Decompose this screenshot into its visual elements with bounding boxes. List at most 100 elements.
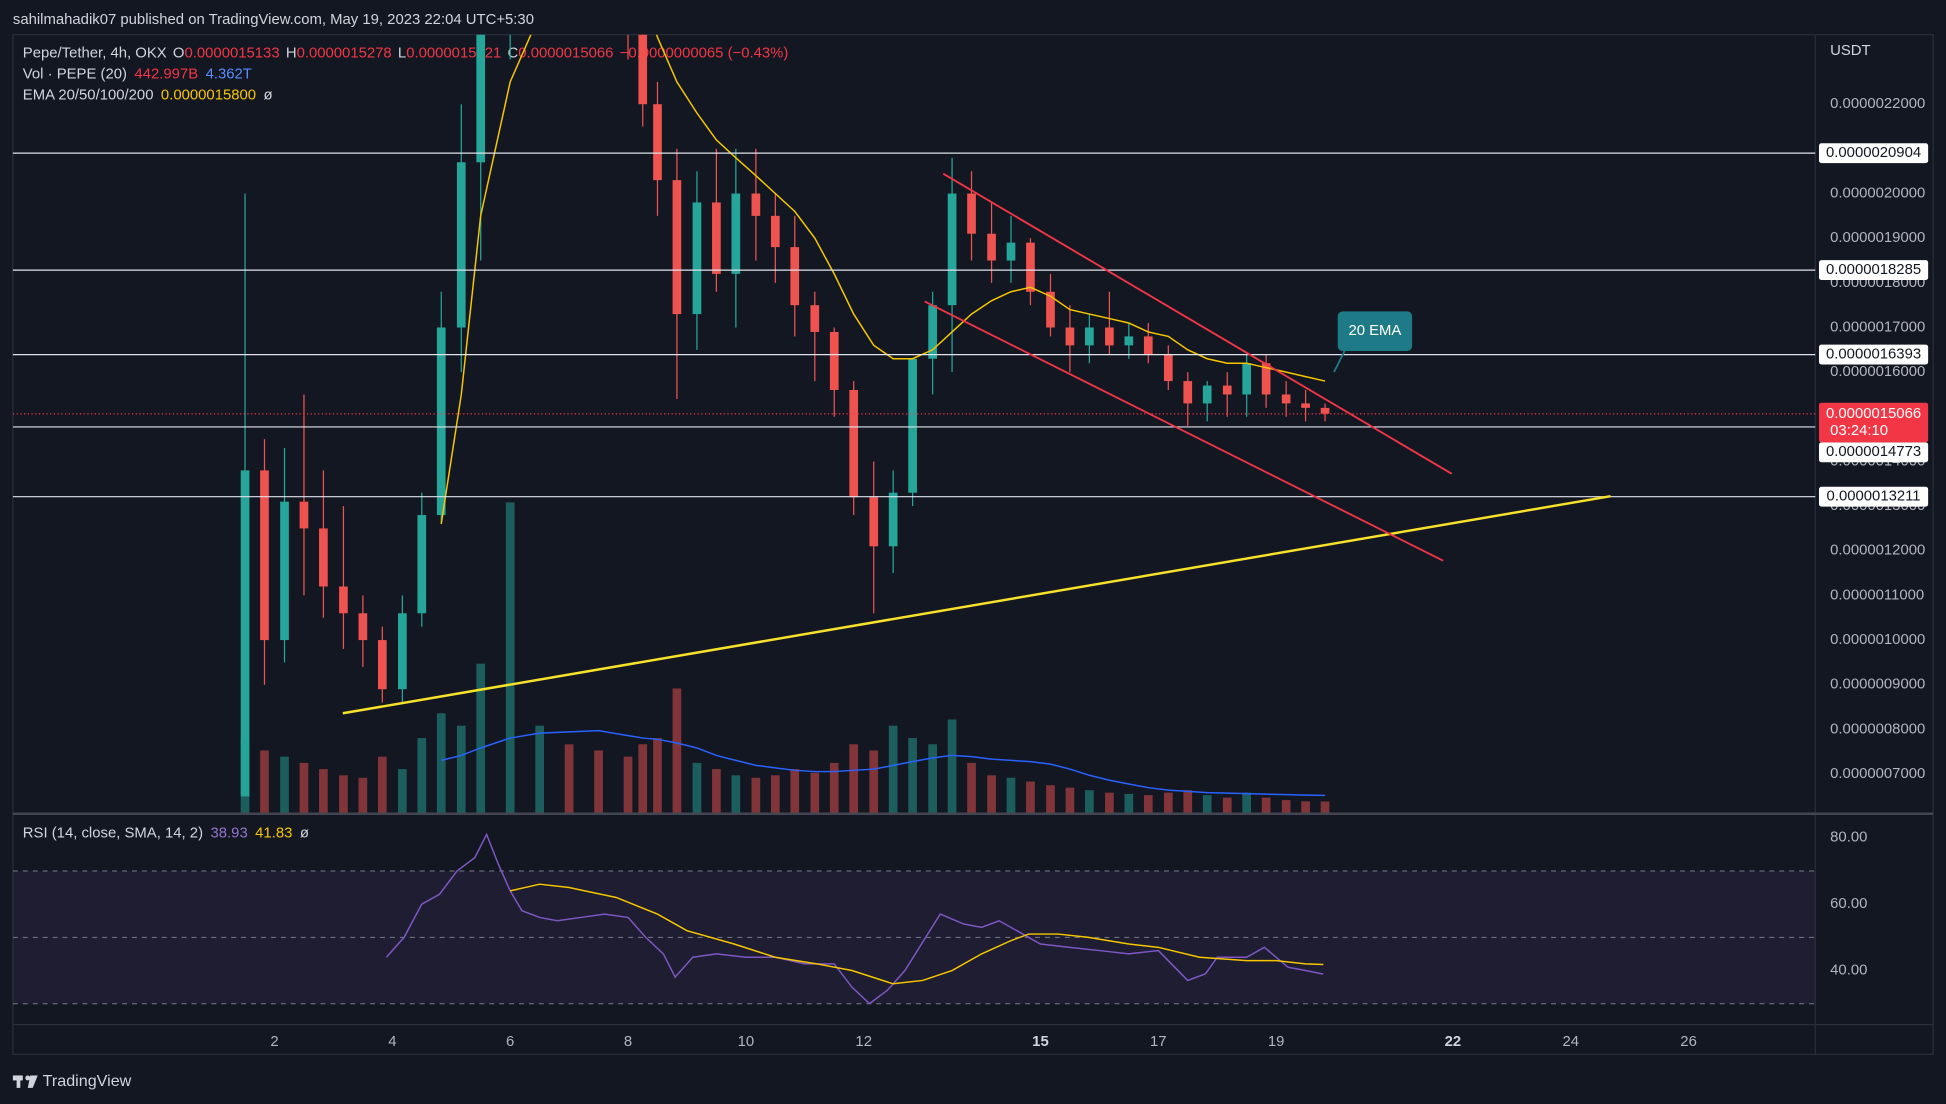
- candle-body: [358, 613, 368, 641]
- volume-bar: [1026, 781, 1035, 813]
- low-value: 0.0000015021: [406, 45, 501, 61]
- candle-body: [672, 180, 682, 315]
- volume-bar: [653, 738, 662, 813]
- volume-bar: [319, 769, 328, 813]
- c-label: C: [508, 45, 519, 61]
- volume-bar: [1046, 785, 1055, 813]
- volume-bar: [299, 762, 309, 813]
- volume-bar: [1085, 790, 1094, 813]
- candle-body: [638, 34, 648, 105]
- volume-bar: [1222, 797, 1232, 813]
- x-tick-label: 2: [270, 1034, 278, 1050]
- x-tick-label: 15: [1032, 1034, 1049, 1050]
- candle-body: [398, 613, 407, 690]
- volume-legend: Vol · PEPE (20) 442.997B 4.362T: [23, 66, 252, 82]
- volume-bar: [928, 744, 937, 813]
- x-tick-label: 17: [1150, 1034, 1167, 1050]
- volume-value: 442.997B: [134, 66, 198, 82]
- volume-bar: [260, 750, 269, 813]
- volume-bar: [1163, 792, 1173, 813]
- level-label-box: [1818, 143, 1929, 164]
- symbol: Pepe/Tether, 4h, OKX: [23, 45, 167, 61]
- volume-bar: [594, 750, 603, 813]
- callout-pointer: [1333, 346, 1348, 373]
- y-tick-label: 0.0000011000: [1830, 587, 1924, 603]
- candle-body: [1320, 407, 1330, 414]
- open-value: 0.0000015133: [184, 45, 279, 61]
- price-pane: [240, 34, 1330, 813]
- ema-extra: ø: [264, 87, 273, 103]
- ema-name: EMA 20/50/100/200: [23, 87, 154, 103]
- rsi-tick-label: 80.00: [1830, 830, 1867, 846]
- volume-bar: [1242, 792, 1252, 813]
- candle-body: [751, 193, 761, 216]
- volume-ma-line: [441, 729, 1326, 797]
- volume-bar: [623, 756, 633, 813]
- published-by: sahilmahadik07 published on TradingView.…: [13, 12, 534, 28]
- x-tick-label: 6: [506, 1034, 514, 1050]
- volume-bar: [339, 775, 348, 813]
- candle-body: [829, 331, 839, 391]
- y-tick-label: 0.0000008000: [1830, 721, 1925, 737]
- volume-bar: [1281, 800, 1291, 813]
- candle-body: [947, 193, 957, 306]
- level-label-box: [1818, 486, 1929, 507]
- candle-body: [299, 501, 309, 529]
- level-label: 0.0000014773: [1826, 444, 1921, 460]
- candle-body: [731, 193, 741, 274]
- y-tick-label: 0.0000010000: [1830, 632, 1925, 648]
- volume-ma-value: 4.362T: [206, 66, 252, 82]
- volume-bar: [712, 769, 721, 813]
- volume-bar: [505, 502, 515, 813]
- volume-bar: [417, 738, 427, 813]
- level-label-box: [1818, 344, 1929, 365]
- volume-bar: [1202, 795, 1212, 813]
- candle-body: [1046, 291, 1055, 328]
- level-label: 0.0000020904: [1826, 145, 1921, 161]
- candle-body: [319, 528, 328, 587]
- candle-body: [1183, 381, 1193, 404]
- countdown: 03:24:10: [1830, 423, 1888, 439]
- x-tick-label: 10: [738, 1034, 755, 1050]
- y-tick-label: 0.0000009000: [1830, 677, 1925, 693]
- candle-body: [770, 215, 780, 248]
- rsi-legend: RSI (14, close, SMA, 14, 2) 38.93 41.83 ø: [23, 826, 309, 842]
- x-tick-label: 26: [1680, 1034, 1697, 1050]
- volume-bar: [280, 756, 289, 813]
- candle-body: [240, 470, 250, 797]
- volume-bar: [790, 769, 800, 813]
- l-label: L: [398, 45, 406, 61]
- volume-bar: [1105, 792, 1114, 813]
- level-label-box: [1818, 260, 1929, 281]
- candle-body: [1222, 385, 1232, 395]
- candle-body: [1261, 363, 1271, 395]
- y-tick-label: 0.0000020000: [1830, 185, 1925, 201]
- ema-value: 0.0000015800: [161, 87, 256, 103]
- logo-stem: [16, 1075, 21, 1088]
- y-tick-label: 0.0000017000: [1830, 319, 1925, 335]
- volume-bar: [1301, 801, 1310, 813]
- rsi-tick-label: 40.00: [1830, 962, 1867, 978]
- level-label: 0.0000013211: [1827, 489, 1921, 505]
- x-tick-label: 12: [855, 1034, 872, 1050]
- o-label: O: [173, 45, 185, 61]
- candle-body: [1281, 394, 1291, 404]
- volume-bar: [1183, 790, 1193, 813]
- volume-bar: [476, 663, 486, 813]
- h-label: H: [286, 45, 297, 61]
- ema-legend: EMA 20/50/100/200 0.0000015800 ø: [23, 87, 273, 103]
- drawings: [342, 172, 1611, 715]
- level-label: 0.0000018285: [1826, 262, 1921, 278]
- volume-bar: [849, 744, 859, 813]
- candle-body: [987, 233, 996, 261]
- callout-box: [1337, 311, 1413, 352]
- last-price-box: [1818, 402, 1929, 443]
- price-axis: 0.0000022000 0.0000020000 0.0000019000 0.00…: [1818, 96, 1929, 782]
- candle-body: [1105, 327, 1114, 346]
- candle-body: [260, 470, 269, 641]
- candle-body: [810, 305, 820, 332]
- candle-body: [1163, 354, 1173, 382]
- candle-body: [692, 202, 702, 315]
- candle-body: [476, 34, 486, 163]
